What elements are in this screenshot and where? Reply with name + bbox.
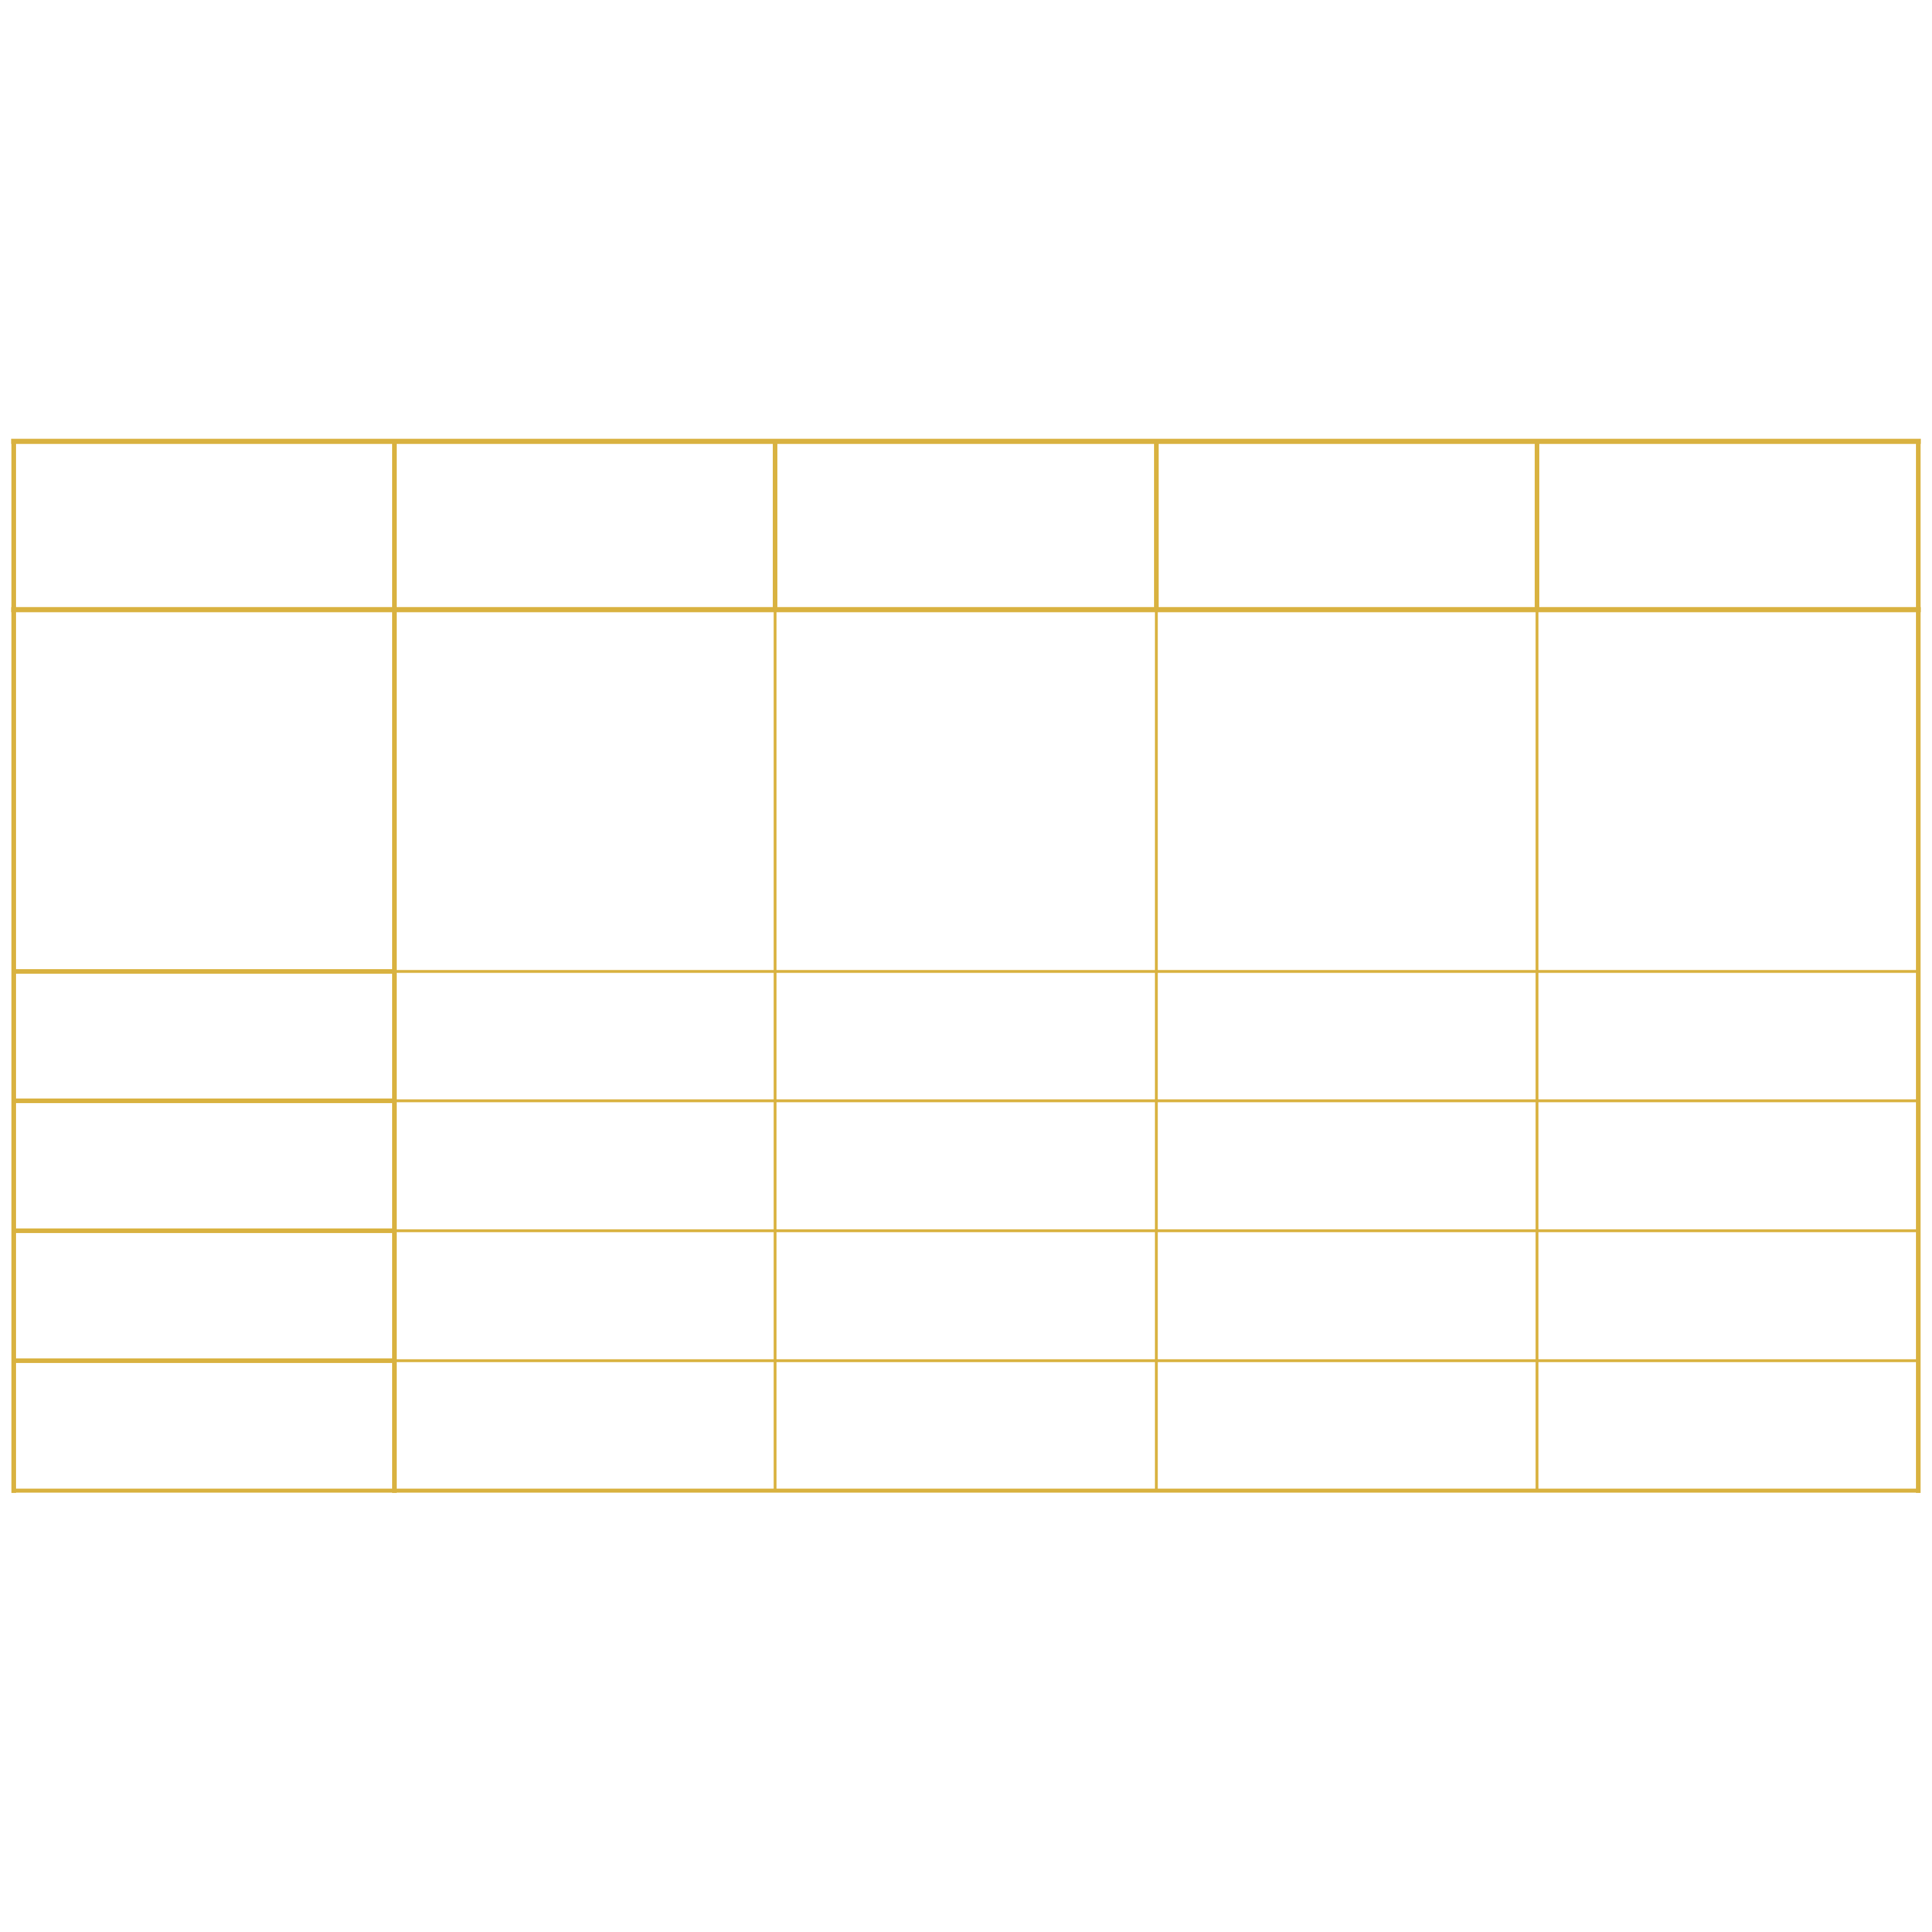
table-grid-lines bbox=[11, 438, 1921, 1493]
